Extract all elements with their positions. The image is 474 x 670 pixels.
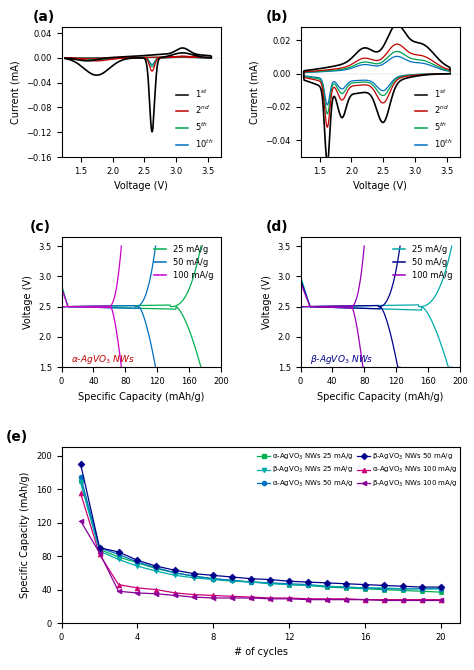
Text: (a): (a)	[33, 10, 55, 24]
X-axis label: Specific Capacity (mAh/g): Specific Capacity (mAh/g)	[78, 391, 204, 401]
Text: (e): (e)	[6, 429, 28, 444]
Legend: 25 mA/g, 50 mA/g, 100 mA/g: 25 mA/g, 50 mA/g, 100 mA/g	[389, 241, 456, 283]
X-axis label: Voltage (V): Voltage (V)	[353, 182, 407, 192]
Legend: 1$^{st}$, 2$^{nd}$, 5$^{th}$, 10$^{th}$: 1$^{st}$, 2$^{nd}$, 5$^{th}$, 10$^{th}$	[173, 84, 217, 153]
Y-axis label: Voltage (V): Voltage (V)	[23, 275, 33, 329]
Text: (d): (d)	[265, 220, 288, 234]
Y-axis label: Specific Capacity (mAh/g): Specific Capacity (mAh/g)	[20, 472, 30, 598]
Text: (c): (c)	[30, 220, 51, 234]
Legend: 25 mA/g, 50 mA/g, 100 mA/g: 25 mA/g, 50 mA/g, 100 mA/g	[150, 241, 217, 283]
X-axis label: # of cycles: # of cycles	[234, 647, 288, 657]
Text: α-AgVO$_3$ NWs: α-AgVO$_3$ NWs	[71, 353, 135, 366]
Y-axis label: Voltage (V): Voltage (V)	[262, 275, 272, 329]
Y-axis label: Current (mA): Current (mA)	[250, 60, 260, 124]
X-axis label: Specific Capacity (mAh/g): Specific Capacity (mAh/g)	[317, 391, 443, 401]
Legend: α-AgVO$_3$ NWs 25 mA/g, β-AgVO$_3$ NWs 25 mA/g, α-AgVO$_3$ NWs 50 mA/g, β-AgVO$_: α-AgVO$_3$ NWs 25 mA/g, β-AgVO$_3$ NWs 2…	[255, 449, 460, 491]
Legend: 1$^{st}$, 2$^{nd}$, 5$^{th}$, 10$^{th}$: 1$^{st}$, 2$^{nd}$, 5$^{th}$, 10$^{th}$	[411, 84, 456, 153]
Text: (b): (b)	[265, 10, 288, 24]
X-axis label: Voltage (V): Voltage (V)	[114, 182, 168, 192]
Text: β-AgVO$_3$ NWs: β-AgVO$_3$ NWs	[310, 353, 374, 366]
Y-axis label: Current (mA): Current (mA)	[11, 60, 21, 124]
